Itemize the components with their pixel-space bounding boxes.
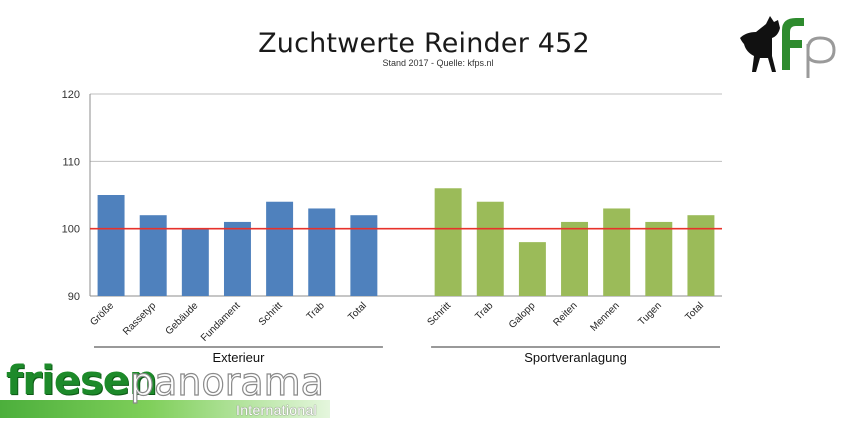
bar — [139, 215, 167, 296]
y-tick-label: 120 — [62, 89, 80, 101]
bar — [603, 208, 631, 296]
group-label: Exterieur — [212, 350, 265, 365]
bar — [434, 188, 462, 296]
bar — [308, 208, 336, 296]
x-tick-label: Trab — [473, 300, 495, 322]
x-tick-label: Total — [683, 300, 706, 323]
bar — [97, 195, 125, 296]
x-tick-label: Größe — [88, 300, 116, 328]
bar — [181, 228, 209, 296]
bar — [645, 221, 673, 296]
bar — [223, 221, 251, 296]
brand-word-international: International — [236, 402, 317, 418]
x-tick-label: Total — [346, 300, 369, 323]
horse-kfp-logo — [740, 16, 836, 78]
bar — [561, 221, 589, 296]
x-tick-label: Schritt — [425, 300, 453, 328]
x-tick-label: Trab — [305, 300, 327, 322]
x-tick-label: Galopp — [507, 300, 538, 331]
bar — [687, 215, 715, 296]
brand-word-friesen: friesen — [6, 358, 157, 404]
y-tick-label: 100 — [62, 224, 80, 236]
bar — [266, 201, 294, 296]
group-label: Sportveranlagung — [524, 350, 627, 365]
x-tick-label: Rassetyp — [121, 300, 159, 338]
chart-subtitle: Stand 2017 - Quelle: kfps.nl — [382, 58, 494, 68]
x-tick-label: Schritt — [257, 300, 285, 328]
x-tick-label: Fundament — [199, 300, 243, 344]
y-tick-label: 90 — [68, 291, 80, 303]
chart-title: Zuchtwerte Reinder 452 — [258, 28, 590, 59]
x-tick-label: Mennen — [588, 300, 621, 333]
x-tick-label: Tugen — [636, 300, 664, 328]
brand-band — [0, 400, 330, 418]
friesenpanorama-logo: friesen panorama International — [0, 358, 340, 424]
bar — [350, 215, 378, 296]
y-tick-label: 110 — [62, 156, 80, 168]
brand-word-panorama: panorama — [129, 359, 324, 404]
bar — [476, 201, 504, 296]
bar — [518, 242, 546, 296]
x-tick-label: Reiten — [551, 300, 579, 328]
x-tick-label: Gebäude — [164, 300, 201, 337]
